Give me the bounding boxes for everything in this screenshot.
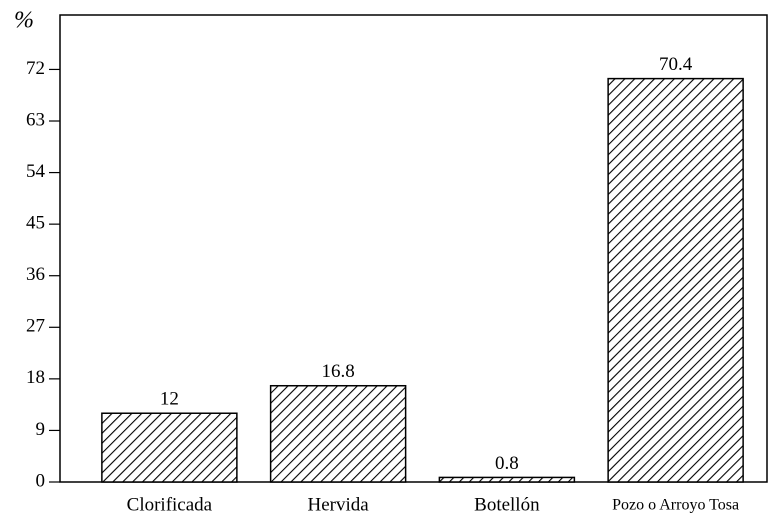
value-label: 12 bbox=[160, 389, 179, 410]
y-tick-label: 9 bbox=[36, 419, 46, 440]
value-label: 0.8 bbox=[495, 453, 519, 474]
y-tick-label: 72 bbox=[26, 58, 45, 79]
bar bbox=[269, 384, 407, 483]
y-tick-label: 0 bbox=[36, 470, 46, 491]
y-tick-label: 45 bbox=[26, 213, 45, 234]
y-axis-label: % bbox=[14, 8, 34, 34]
y-tick-label: 36 bbox=[26, 264, 45, 285]
y-tick-label: 18 bbox=[26, 367, 45, 388]
x-tick-label: Hervida bbox=[308, 494, 370, 515]
bar bbox=[101, 412, 238, 483]
plot-frame bbox=[59, 14, 768, 483]
bar bbox=[438, 476, 576, 483]
value-label: 16.8 bbox=[322, 361, 355, 382]
x-tick-label: Botellón bbox=[474, 494, 540, 515]
bar bbox=[607, 77, 744, 483]
y-tick-label: 27 bbox=[26, 316, 45, 337]
value-label: 70.4 bbox=[659, 54, 693, 75]
y-tick-label: 54 bbox=[26, 161, 46, 182]
y-tick-label: 63 bbox=[26, 109, 45, 130]
x-tick-label: Clorificada bbox=[127, 494, 213, 515]
x-tick-label: Pozo o Arroyo Tosa bbox=[612, 497, 739, 514]
